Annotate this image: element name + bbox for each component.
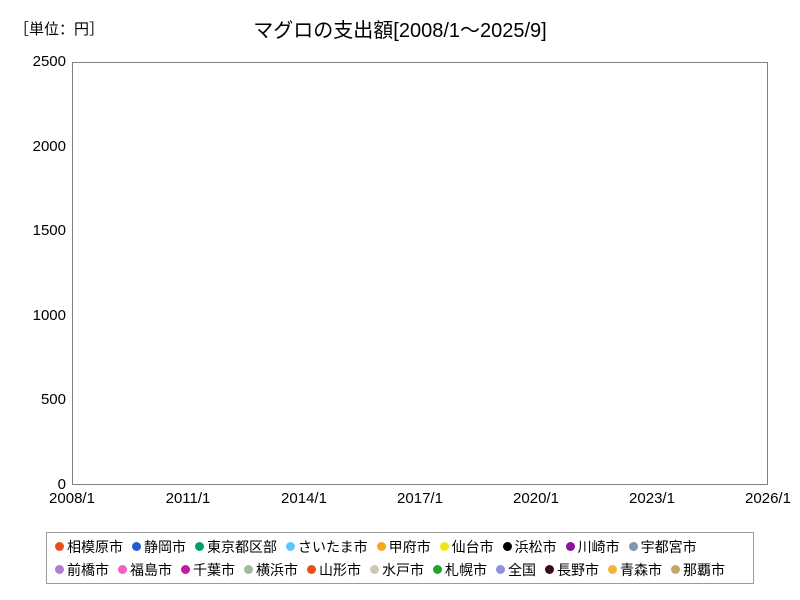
legend-marker-icon xyxy=(181,565,190,574)
legend-label: 静岡市 xyxy=(144,538,186,555)
legend-label: 相模原市 xyxy=(67,538,123,555)
legend-marker-icon xyxy=(608,565,617,574)
legend-item-前橋市[interactable]: 前橋市 xyxy=(55,563,109,577)
y-axis-tick-label: 500 xyxy=(40,391,66,409)
legend-marker-icon xyxy=(545,565,554,574)
legend-item-札幌市[interactable]: 札幌市 xyxy=(433,563,487,577)
legend-label: 水戸市 xyxy=(382,561,424,578)
legend-label: 東京都区部 xyxy=(207,538,277,555)
x-axis-tick-label: 2020/1 xyxy=(513,490,559,507)
legend-item-水戸市[interactable]: 水戸市 xyxy=(370,563,424,577)
legend-item-浜松市[interactable]: 浜松市 xyxy=(502,538,557,555)
y-axis-labels: 0 500 1000 1500 2000 2500 xyxy=(0,0,66,600)
legend-item-川崎市[interactable]: 川崎市 xyxy=(565,538,620,555)
legend-label: 札幌市 xyxy=(445,561,487,578)
legend-marker-icon xyxy=(286,542,295,551)
legend-item-相模原市[interactable]: 相模原市 xyxy=(55,540,123,554)
legend-marker-icon xyxy=(307,565,316,574)
legend-item-甲府市[interactable]: 甲府市 xyxy=(376,538,431,555)
legend-item-青森市[interactable]: 青森市 xyxy=(608,563,662,577)
legend-item-東京都区部[interactable]: 東京都区部 xyxy=(195,540,277,554)
legend-marker-icon xyxy=(55,565,64,574)
legend-marker-icon xyxy=(671,565,680,574)
y-axis-tick-label: 1000 xyxy=(32,306,66,324)
legend-label: 全国 xyxy=(508,561,536,578)
legend-item-横浜市[interactable]: 横浜市 xyxy=(244,563,298,577)
legend-marker-icon xyxy=(439,542,449,551)
x-axis-tick-label: 2023/1 xyxy=(629,490,675,507)
legend-marker-icon xyxy=(565,542,575,551)
legend-item-全国[interactable]: 全国 xyxy=(496,563,536,577)
legend-marker-icon xyxy=(195,542,204,551)
legend-label: 川崎市 xyxy=(577,538,620,555)
legend-marker-icon xyxy=(118,565,127,574)
legend-item-長野市[interactable]: 長野市 xyxy=(545,563,599,577)
legend-label: 横浜市 xyxy=(256,561,298,578)
y-axis-tick-label: 2000 xyxy=(32,137,66,155)
y-axis-tick-label: 1500 xyxy=(32,222,66,240)
legend-label: 青森市 xyxy=(620,561,662,578)
x-axis-tick-label: 2026/1 xyxy=(745,490,791,507)
x-axis-tick-label: 2014/1 xyxy=(281,490,327,507)
y-axis-tick-label: 0 xyxy=(57,476,66,493)
legend-marker-icon xyxy=(376,542,386,551)
legend-label: 那覇市 xyxy=(683,561,725,578)
legend-item-那覇市[interactable]: 那覇市 xyxy=(671,563,725,577)
legend-label: 長野市 xyxy=(557,561,599,578)
legend-row: 相模原市 静岡市 東京都区部 さいたま市 甲府市 仙台市 浜松市 川崎市 宇都宮市 xyxy=(55,535,753,558)
legend-marker-icon xyxy=(496,565,505,574)
legend-item-静岡市[interactable]: 静岡市 xyxy=(132,540,186,554)
legend-marker-icon xyxy=(55,542,64,551)
legend-marker-icon xyxy=(132,542,141,551)
legend-marker-icon xyxy=(433,565,442,574)
chart-legend: 相模原市 静岡市 東京都区部 さいたま市 甲府市 仙台市 浜松市 川崎市 宇都宮市前橋市 福島市 千… xyxy=(46,532,754,584)
legend-item-福島市[interactable]: 福島市 xyxy=(118,563,172,577)
x-axis-tick-label: 2011/1 xyxy=(165,490,211,507)
legend-item-さいたま市[interactable]: さいたま市 xyxy=(286,540,368,554)
legend-marker-icon xyxy=(244,565,253,574)
legend-label: 山形市 xyxy=(319,561,361,578)
legend-item-仙台市[interactable]: 仙台市 xyxy=(439,538,494,555)
unit-label: ［単位：円］ xyxy=(14,21,105,38)
x-axis-tick-label: 2008/1 xyxy=(49,490,95,507)
legend-item-山形市[interactable]: 山形市 xyxy=(307,563,361,577)
legend-marker-icon xyxy=(370,565,379,574)
legend-marker-icon xyxy=(628,542,638,551)
legend-label: 福島市 xyxy=(130,561,172,578)
legend-item-千葉市[interactable]: 千葉市 xyxy=(181,563,235,577)
x-axis-tick-label: 2017/1 xyxy=(397,490,443,507)
legend-label: 甲府市 xyxy=(388,538,431,555)
legend-label: 浜松市 xyxy=(514,538,557,555)
y-axis-tick-label: 2500 xyxy=(32,53,66,70)
page-title: マグロの支出額[2008/1～2025/9] xyxy=(253,20,547,42)
legend-label: 前橋市 xyxy=(67,561,109,578)
legend-label: さいたま市 xyxy=(298,538,368,555)
legend-label: 宇都宮市 xyxy=(640,538,697,555)
plot-frame xyxy=(72,62,768,485)
legend-label: 千葉市 xyxy=(193,561,235,578)
plot-area xyxy=(72,62,768,485)
legend-marker-icon xyxy=(502,542,512,551)
legend-label: 仙台市 xyxy=(451,538,494,555)
legend-row: 前橋市 福島市 千葉市 横浜市 山形市 水戸市 札幌市 全国 長野市 青森市 那覇市 xyxy=(55,558,753,581)
legend-item-宇都宮市[interactable]: 宇都宮市 xyxy=(628,538,697,555)
